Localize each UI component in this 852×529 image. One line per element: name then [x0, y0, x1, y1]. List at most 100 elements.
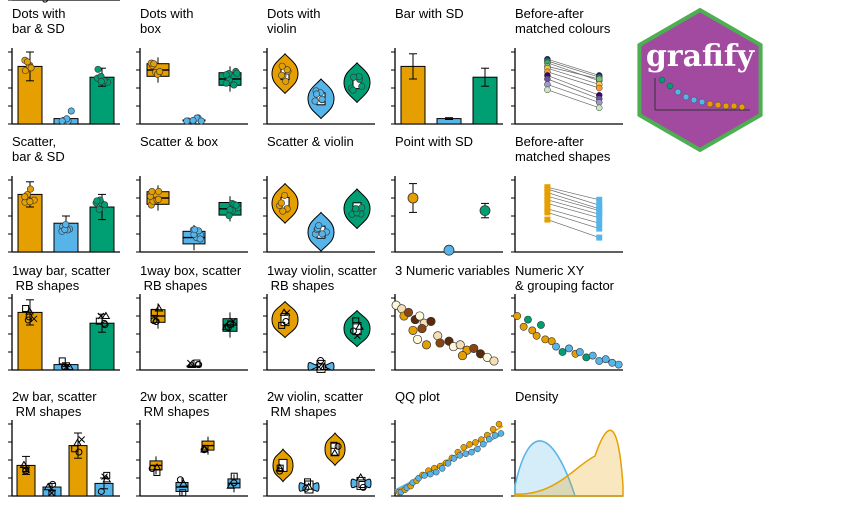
logo-dot — [738, 103, 746, 111]
data-point-circle — [282, 317, 290, 325]
title-line: Point with SD — [395, 134, 473, 149]
logo-dot — [682, 93, 690, 101]
density-orange — [514, 429, 624, 497]
after-point — [595, 99, 603, 106]
data-point — [278, 71, 286, 79]
data-point — [156, 68, 164, 76]
data-point-square — [230, 472, 238, 480]
data-point — [279, 207, 287, 215]
scatter-point — [457, 351, 468, 361]
title-line: QQ plot — [395, 389, 440, 404]
data-point-triangle — [152, 463, 162, 471]
data-point-cross — [23, 466, 30, 474]
data-point-square — [153, 468, 161, 476]
data-point — [97, 78, 105, 86]
after-point — [596, 202, 603, 209]
data-point-triangle — [275, 463, 285, 472]
title-line: Dots with — [267, 6, 320, 21]
data-point-cross — [229, 317, 237, 325]
title-line: Dots with — [12, 6, 65, 21]
qq-point-blue — [438, 465, 446, 472]
panel-title-oneway-violin: 1way violin, scatter RB shapes — [267, 263, 377, 293]
panel-twoway-box: 2w box, scatter RM shapes — [136, 389, 248, 497]
after-point — [595, 104, 603, 112]
qq-point-blue — [427, 470, 434, 478]
data-point — [155, 187, 163, 195]
after-point — [596, 207, 603, 214]
data-point — [26, 198, 34, 206]
data-point-cross — [283, 309, 291, 317]
title-line: RM shapes — [267, 404, 337, 419]
title-line: box — [140, 21, 161, 36]
data-point — [350, 73, 358, 81]
data-point — [278, 62, 286, 70]
qq-point-blue — [433, 468, 440, 476]
title-line: RM shapes — [12, 404, 82, 419]
data-point — [281, 191, 289, 199]
data-point — [313, 90, 321, 98]
before-point — [544, 196, 551, 203]
panel-scatter-bar-sd: Scatter, bar & SD — [8, 134, 120, 253]
pair-line — [547, 195, 600, 211]
data-point — [101, 201, 109, 209]
panel-title-dots-box: Dots with box — [140, 6, 193, 36]
panel-title-dots-violin: Dots with violin — [267, 6, 320, 36]
logo-dot — [666, 82, 674, 90]
data-point-triangle — [304, 482, 314, 490]
data-point-square — [358, 481, 366, 489]
logo-text: grafify — [646, 39, 756, 74]
panel-dots-box: Dots with box — [136, 6, 248, 125]
panel-qq-plot: QQ plot — [391, 389, 505, 497]
panel-title-before-after-colours: Before-after matched colours — [515, 6, 611, 36]
scatter-point — [455, 340, 465, 350]
point — [479, 205, 491, 217]
data-point-cross — [78, 436, 86, 443]
scatter-point — [412, 334, 423, 344]
panel-title-three-numeric: 3 Numeric variables — [395, 263, 510, 278]
data-point — [58, 117, 66, 125]
before-point — [544, 205, 551, 212]
data-point-triangle — [179, 479, 188, 487]
panel-twoway-violin: 2w violin, scatter RM shapes — [263, 389, 375, 497]
title-line: Dots with — [140, 6, 193, 21]
data-point-square — [201, 444, 209, 452]
after-point — [596, 214, 603, 221]
title-line: 1way violin, scatter — [267, 263, 377, 278]
data-point-circle — [152, 318, 160, 326]
data-point — [358, 204, 366, 212]
title-line: Bar with SD — [395, 6, 464, 21]
pair-line — [547, 203, 600, 219]
title-line: Numeric XY — [515, 263, 585, 278]
panel-point-sd: Point with SD — [391, 134, 503, 256]
data-point-triangle — [101, 311, 111, 319]
title-line: bar & SD — [12, 21, 65, 36]
data-point — [318, 95, 326, 103]
title-line: Before-after — [515, 134, 584, 149]
qq-point-orange — [495, 420, 503, 428]
scatter-point — [513, 312, 522, 320]
data-point — [230, 81, 238, 89]
pair-line — [547, 89, 600, 109]
scatter-point — [537, 321, 545, 329]
title-line: matched colours — [515, 21, 611, 36]
data-point-circle — [101, 321, 109, 329]
title-line: matched shapes — [515, 149, 611, 164]
panel-histogram: Histogram — [8, 0, 120, 3]
panel-title-before-after-shapes: Before-after matched shapes — [515, 134, 611, 164]
panel-title-histogram: Histogram — [12, 0, 71, 3]
data-point-circle — [226, 321, 234, 329]
data-point-cross — [315, 363, 323, 371]
panel-oneway-bar: 1way bar, scatter RB shapes — [8, 263, 120, 371]
panel-title-twoway-box: 2w box, scatter RM shapes — [140, 389, 228, 419]
data-point — [189, 116, 197, 124]
panel-dots-bar-sd: Dots with bar & SD — [8, 6, 120, 125]
panel-title-scatter-bar-sd: Scatter, bar & SD — [12, 134, 65, 164]
data-point — [183, 117, 191, 125]
data-point-triangle — [102, 474, 112, 483]
pair-line — [547, 75, 600, 96]
panel-before-after-colours: Before-after matched colours — [511, 6, 623, 125]
data-point-square — [330, 441, 338, 449]
panel-title-oneway-box: 1way box, scatter RB shapes — [140, 263, 242, 293]
title-line: & grouping factor — [515, 278, 615, 293]
data-point-circle — [25, 313, 33, 321]
